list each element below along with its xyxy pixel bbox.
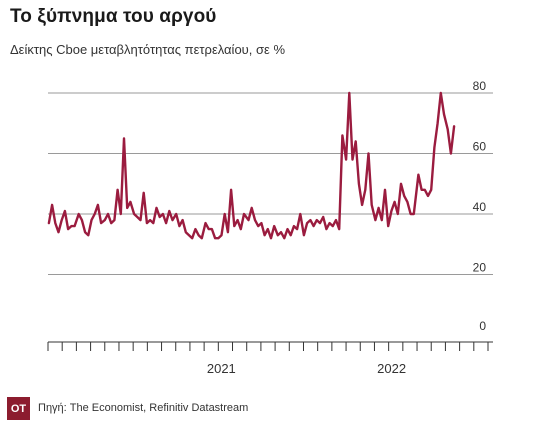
ot-logo-icon: OT <box>7 397 30 420</box>
y-tick-label-80: 80 <box>473 79 487 93</box>
y-tick-label-0: 0 <box>479 319 486 333</box>
y-tick-label-20: 20 <box>473 261 487 275</box>
x-tick-label-2021: 2021 <box>207 361 236 376</box>
chart-title: Το ξύπνημα του αργού <box>10 6 217 27</box>
y-tick-label-60: 60 <box>473 140 487 154</box>
y-tick-label-40: 40 <box>473 200 487 214</box>
series-line-0 <box>47 91 456 240</box>
x-tick-label-2022: 2022 <box>377 361 406 376</box>
source-note: Πηγή: The Economist, Refinitiv Datastrea… <box>38 402 249 414</box>
chart-subtitle: Δείκτης Cboe μεταβλητότητας πετρελαίου, … <box>10 42 285 57</box>
